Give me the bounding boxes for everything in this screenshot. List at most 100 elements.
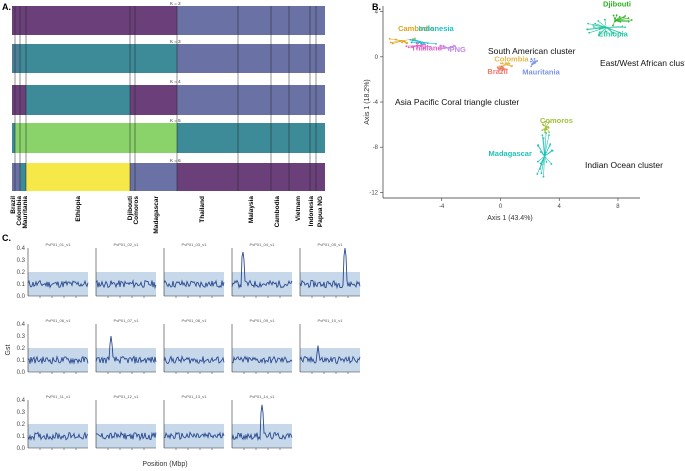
gst-subplot: PvP01_07_v1 [95, 318, 157, 374]
pca-point [529, 60, 532, 63]
k-label-6: K = 6 [170, 158, 181, 163]
pca-point [391, 42, 394, 45]
pca-point-ray [615, 19, 632, 21]
pop-label-thailand: Thailand [199, 196, 206, 223]
pca-point-ray [545, 121, 550, 128]
gst-y-tick-label: 0.2 [17, 422, 26, 428]
pca-y-axis-label: Axis 1 (18.2%) [364, 79, 371, 125]
pca-point-ray [588, 23, 607, 28]
pca-point [586, 28, 589, 31]
pca-point-ray [537, 145, 545, 157]
pca-point [401, 41, 403, 44]
pca-point [548, 134, 550, 137]
admixture-row-k6 [12, 163, 325, 191]
pca-point [604, 30, 607, 33]
gst-subplot: PvP01_10_v1 [299, 318, 361, 374]
gst-subplot: PvP01_09_v1 [231, 318, 293, 374]
pca-point [498, 68, 501, 71]
admixture-row-k4 [12, 85, 325, 115]
gst-y-axis-label: Gst [5, 345, 12, 356]
pca-point [622, 16, 625, 19]
k-label-2: K = 2 [170, 1, 181, 6]
pop-label-malaysia: Malaysia [248, 196, 255, 223]
pca-point [536, 59, 539, 62]
pca-point [540, 172, 543, 175]
pop-label-vietnam: Vietnam [295, 196, 302, 221]
gst-subplot: PvP01_08_v1 [163, 318, 225, 374]
gst-subplot-title: PvP01_09_v1 [250, 318, 276, 323]
gst-subplot: PvP01_01_v1 [27, 242, 89, 298]
pca-point-ray [606, 26, 623, 28]
gst-subplot: PvP01_11_v1 [27, 394, 89, 450]
pca-point [536, 173, 539, 175]
pca-cloud-ethiopia [586, 18, 627, 36]
pca-point [627, 17, 630, 20]
gst-line [95, 335, 157, 364]
pca-point [530, 57, 533, 60]
pca-point [542, 175, 545, 178]
pca-point-ray [545, 126, 550, 133]
gst-subplot-title: PvP01_05_v1 [318, 242, 344, 247]
pca-point [615, 14, 618, 17]
pca-point [533, 57, 536, 60]
pca-label-colombia: Colombia [494, 55, 529, 64]
pca-point [448, 47, 451, 49]
pca-point-ray [544, 156, 552, 165]
pca-point-ray [614, 17, 629, 21]
gst-line [27, 355, 89, 365]
pca-point [416, 47, 418, 50]
pca-point [496, 66, 499, 69]
pca-cloud-thailand [405, 42, 432, 50]
gst-subplot-title: PvP01_06_v1 [46, 318, 72, 323]
gst-y-tick-label: 0.1 [17, 358, 26, 364]
pca-point-ray [543, 156, 545, 177]
gst-y-tick-label: 0.1 [17, 282, 26, 288]
pca-point-ray [587, 27, 607, 30]
pca-point [499, 62, 502, 65]
gst-line [231, 404, 293, 442]
pca-point [537, 144, 539, 147]
pca-point [547, 126, 550, 129]
pca-point [612, 14, 615, 17]
pca-cloud-cambodia [388, 37, 416, 45]
gst-band [28, 424, 88, 448]
gst-subplot-title: PvP01_01_v1 [46, 242, 72, 247]
gst-line [27, 431, 89, 441]
pca-point [406, 42, 409, 44]
pca-point [545, 128, 548, 131]
pop-label-madagascar: Madagascar [153, 196, 160, 234]
pca-point [405, 45, 408, 48]
pca-y-tick-label: -12 [369, 190, 378, 196]
pca-point [423, 47, 426, 49]
gst-subplot-title: PvP01_12_v1 [114, 394, 140, 399]
pca-point [537, 160, 539, 163]
pca-point [612, 24, 614, 27]
gst-line [299, 345, 361, 365]
pca-point [539, 151, 542, 153]
pca-point-clouds [388, 14, 633, 178]
pca-x-tick-label: 8 [616, 204, 620, 210]
pca-label-djibouti: Djibouti [603, 0, 631, 9]
pca-label-mauritania: Mauritania [522, 67, 560, 76]
pca-point [603, 18, 606, 21]
pca-point-ray [589, 27, 607, 34]
gst-subplot: PvP01_06_v1 [27, 318, 89, 374]
pca-point [621, 32, 624, 35]
pca-point [426, 42, 429, 45]
pca-point [541, 134, 544, 137]
pca-x-tick-label: 4 [558, 204, 562, 210]
gst-y-tick-label: 0.4 [17, 246, 26, 252]
gst-subplot-title: PvP01_13_v1 [182, 394, 208, 399]
pca-cloud-comoros [541, 120, 551, 134]
pca-point [542, 124, 545, 127]
pca-point [424, 43, 426, 46]
pca-point [505, 68, 508, 71]
pca-label-madagascar: Madagascar [489, 149, 532, 158]
gst-line [163, 431, 225, 441]
pop-label-ethiopia: Ethiopia [75, 196, 82, 222]
gst-subplot-title: PvP01_07_v1 [114, 318, 140, 323]
pca-label-cambodia: Cambodia [398, 24, 435, 33]
pca-point-ray [614, 15, 617, 21]
gst-subplot: PvP01_14_v1 [231, 394, 293, 450]
